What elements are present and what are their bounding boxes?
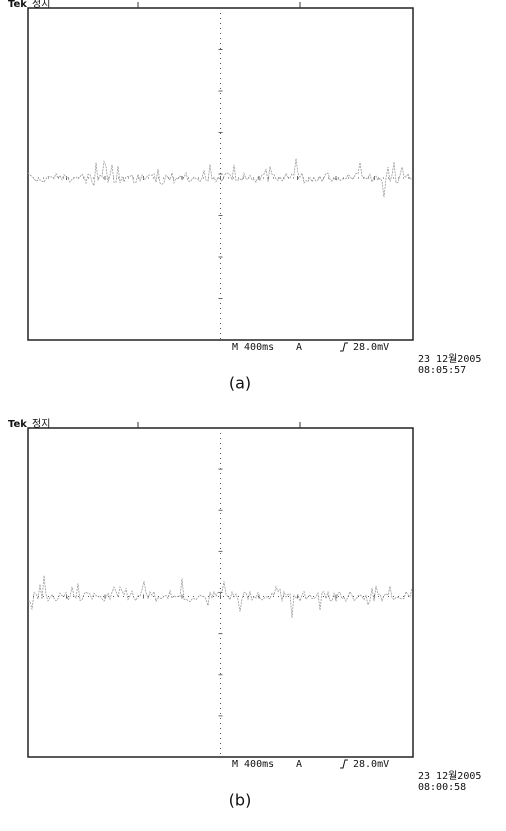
caption: (b) <box>229 791 252 810</box>
status: 정지 <box>32 418 50 430</box>
trigger-source: A <box>296 759 302 770</box>
trigger-icon <box>340 760 348 768</box>
trigger-level: 28.0mV <box>353 759 389 770</box>
caption: (a) <box>229 374 251 393</box>
page: Tek정지M 400msA28.0mV23 12월200508:05:57(a)… <box>0 0 506 831</box>
date: 23 12월2005 <box>418 770 481 782</box>
trigger-icon <box>340 343 348 351</box>
trigger-source: A <box>296 342 302 353</box>
brand: Tek <box>8 0 27 10</box>
time: 08:00:58 <box>418 782 466 793</box>
status: 정지 <box>32 0 50 10</box>
time: 08:05:57 <box>418 365 466 376</box>
trigger-level: 28.0mV <box>353 342 389 353</box>
timebase: M 400ms <box>232 759 274 770</box>
figure: Tek정지M 400msA28.0mV23 12월200508:05:57(a)… <box>0 0 506 831</box>
date: 23 12월2005 <box>418 353 481 365</box>
brand: Tek <box>8 419 27 430</box>
timebase: M 400ms <box>232 342 274 353</box>
